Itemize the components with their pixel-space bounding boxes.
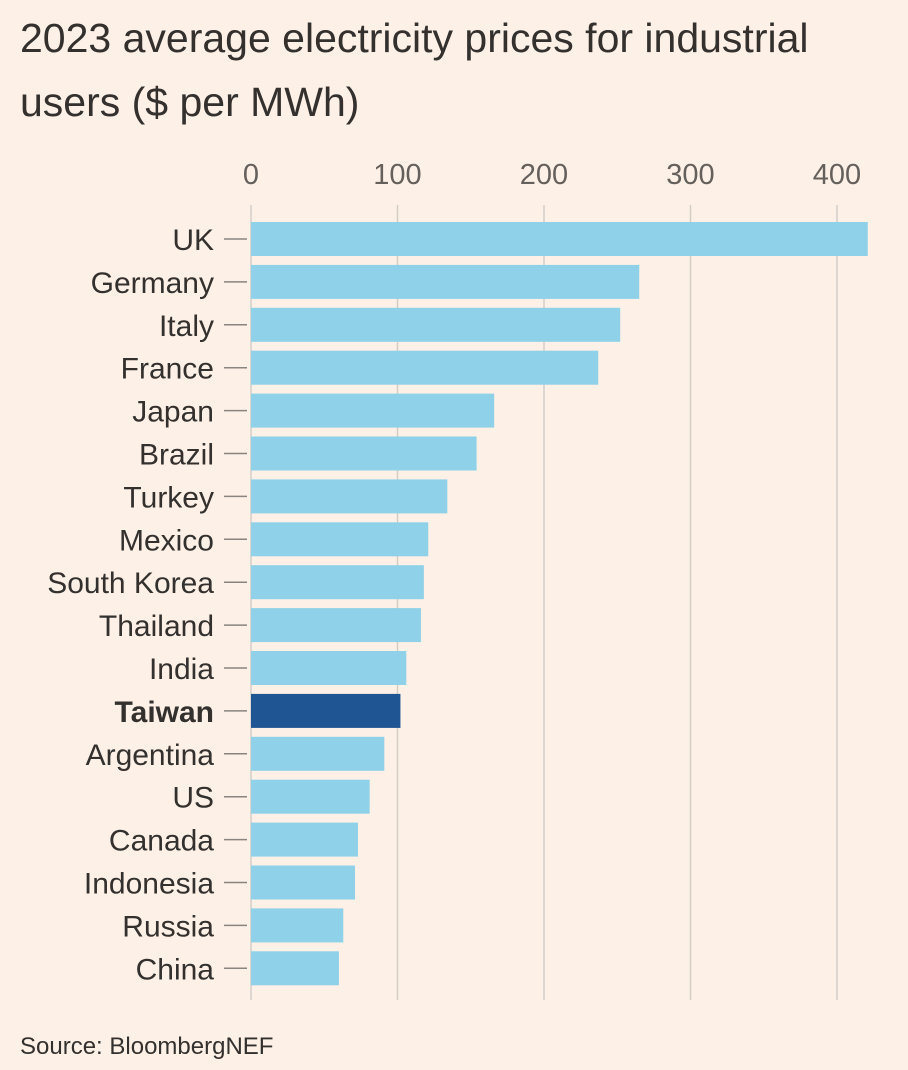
category-label: Argentina	[86, 739, 215, 772]
category-label: France	[121, 353, 214, 386]
source-note: Source: BloombergNEF	[20, 1033, 274, 1060]
bar	[251, 436, 477, 471]
category-label: US	[172, 782, 214, 815]
category-label: Brazil	[139, 439, 214, 472]
bar	[251, 264, 640, 299]
x-tick-label: 400	[813, 159, 861, 191]
bar	[251, 608, 421, 643]
bar	[251, 565, 424, 600]
category-label: India	[149, 653, 214, 686]
category-label: Russia	[122, 910, 214, 943]
bar	[251, 307, 621, 342]
category-label: Japan	[132, 396, 214, 429]
category-label: Indonesia	[84, 868, 214, 901]
category-label: Italy	[159, 310, 214, 343]
category-label: UK	[172, 224, 214, 257]
bar	[251, 350, 599, 385]
bar	[251, 865, 356, 900]
bar	[251, 693, 401, 728]
category-label: China	[136, 953, 215, 986]
bar-chart: 0 100 200 300 400 UK Germany Italy France Japan Br…	[47, 159, 868, 1000]
category-label: Germany	[91, 267, 214, 300]
category-label: Mexico	[119, 524, 214, 557]
bar	[251, 779, 370, 814]
x-tick-label: 200	[520, 159, 568, 191]
category-label: Taiwan	[115, 696, 214, 729]
x-tick-label: 300	[666, 159, 714, 191]
bar	[251, 736, 385, 771]
x-tick-label: 0	[243, 159, 259, 191]
bar	[251, 651, 407, 685]
bar	[251, 522, 429, 557]
bar	[251, 951, 339, 986]
bar	[251, 822, 358, 857]
category-label: South Korea	[47, 567, 214, 600]
bar	[251, 222, 868, 256]
bar	[251, 479, 448, 514]
chart-title: 2023 average electricity prices for indu…	[20, 15, 809, 125]
bar	[251, 908, 344, 943]
category-label: Turkey	[123, 481, 214, 514]
category-label: Thailand	[99, 610, 214, 643]
category-label: Canada	[109, 825, 214, 858]
x-tick-label: 100	[373, 159, 421, 191]
bar	[251, 393, 495, 428]
